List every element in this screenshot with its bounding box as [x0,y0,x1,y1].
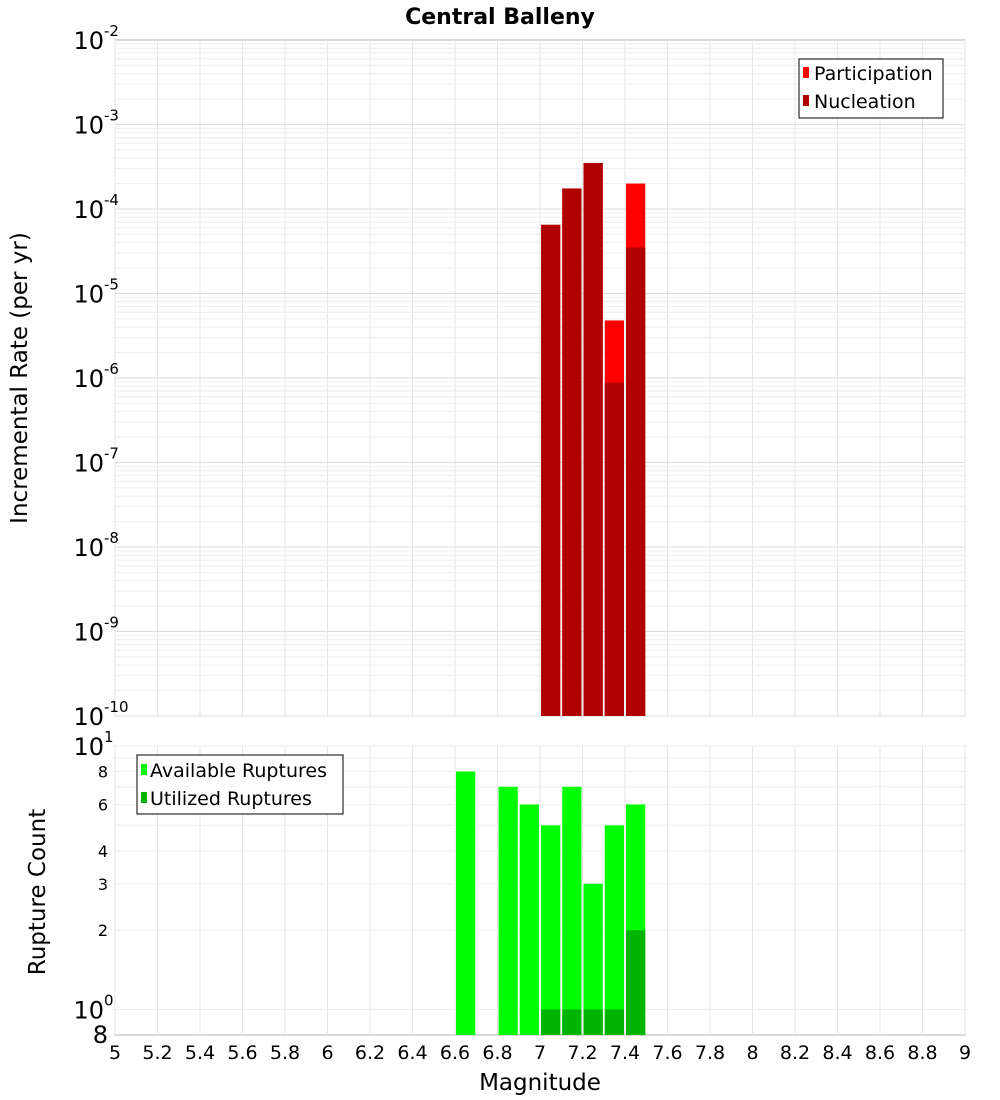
rate-y-tick-exponent: -3 [104,107,119,125]
x-tick-label: 5 [109,1042,121,1064]
rate-y-tick-label: 10 [73,365,104,393]
rate-y-tick-label: 10 [73,27,104,55]
rate-y-tick-label: 10 [73,196,104,224]
x-tick-label: 5.8 [270,1042,300,1064]
utilized-legend-swatch [141,792,147,803]
available-legend-swatch [141,764,147,775]
count-y-tick-decade: 10 [73,996,104,1024]
x-tick-label: 6.6 [440,1042,470,1064]
rate-y-tick-exponent: -5 [104,276,119,294]
chart-title: Central Balleny [405,5,595,30]
rate-gridlines [114,40,966,717]
available-bar [604,825,624,1035]
utilized-bar [541,1009,561,1035]
x-tick-label: 8.2 [780,1042,810,1064]
available-bar [456,771,476,1035]
rate-y-axis-label: Incremental Rate (per yr) [7,232,33,524]
rate-y-tick-exponent: -8 [104,529,119,547]
x-tick-label: 8.6 [865,1042,895,1064]
rate-y-tick-exponent: -10 [104,698,129,716]
rate-y-tick-exponent: -7 [104,445,119,463]
rate-y-tick-exponent: -9 [104,614,119,632]
count-y-tick-label: 8 [98,763,108,782]
rate-legend-box [798,58,944,119]
x-tick-label: 6.2 [355,1042,385,1064]
rate-y-tick-label: 10 [73,112,104,140]
count-bars [456,771,646,1035]
x-tick-label: 7 [534,1042,546,1064]
rate-y-tick-label: 10 [73,534,104,562]
utilized-bar [562,1009,582,1035]
rate-y-tick-label: 10 [73,619,104,647]
available-bar [498,786,518,1035]
x-tick-label: 8.8 [907,1042,937,1064]
count-y-tick-label: 2 [98,921,108,940]
nucleation-bar [562,188,582,717]
rate-y-tick-label: 10 [73,703,104,731]
x-tick-label: 7.8 [695,1042,725,1064]
count-legend: Available Ruptures Utilized Ruptures [136,754,344,815]
available-bar [541,825,561,1035]
participation-legend-swatch [803,67,809,78]
available-bar [562,786,582,1035]
participation-legend-label: Participation [814,63,933,85]
count-y-tick-label: 8 [93,1021,108,1049]
count-y-tick-label: 3 [98,875,108,894]
rate-y-tick-label: 10 [73,450,104,478]
count-y-axis-label: Rupture Count [25,809,51,975]
nucleation-legend-swatch [803,95,809,106]
nucleation-bar [583,163,603,716]
x-tick-label: 6.4 [397,1042,427,1064]
x-tick-label: 5.6 [227,1042,257,1064]
count-y-tick-label: 6 [98,795,108,814]
x-tick-label: 9 [959,1042,971,1064]
count-legend-box [136,754,344,815]
x-tick-label: 7.6 [652,1042,682,1064]
rate-legend: Participation Nucleation [798,58,944,119]
count-y-tick-exponent: 1 [104,728,114,746]
nucleation-legend-label: Nucleation [814,91,916,113]
x-tick-labels: 5 5.2 5.4 5.6 5.8 6 6.2 6.4 6.6 6.8 7 7.2 7.4 7.6 7.8 8… [109,1042,971,1064]
rate-y-tick-exponent: -6 [104,360,119,378]
utilized-bar [583,1009,603,1035]
nucleation-bar [541,224,561,716]
rate-y-tick-exponent: -2 [104,22,119,40]
count-y-tick-label: 4 [98,842,108,861]
rate-y-tick-exponent: -4 [104,191,119,209]
x-tick-label: 5.2 [142,1042,172,1064]
utilized-bar [626,930,646,1035]
available-bar [583,883,603,1035]
x-tick-label: 8.4 [822,1042,852,1064]
rate-bars [541,163,646,717]
count-y-tick-exponent: 0 [104,991,114,1009]
x-axis-label: Magnitude [479,1070,601,1096]
x-tick-label: 7.2 [567,1042,597,1064]
nucleation-bar [604,382,624,716]
count-y-tick-decade: 10 [73,733,104,761]
utilized-bar [604,1009,624,1035]
x-tick-label: 6.8 [482,1042,512,1064]
rate-y-tick-label: 10 [73,281,104,309]
x-tick-label: 8 [746,1042,758,1064]
available-legend-label: Available Ruptures [150,760,327,782]
nucleation-bar [626,247,646,716]
x-tick-label: 7.4 [610,1042,640,1064]
utilized-legend-label: Utilized Ruptures [150,788,312,810]
x-tick-label: 5.4 [185,1042,215,1064]
x-tick-label: 6 [321,1042,333,1064]
available-bar [519,804,539,1035]
